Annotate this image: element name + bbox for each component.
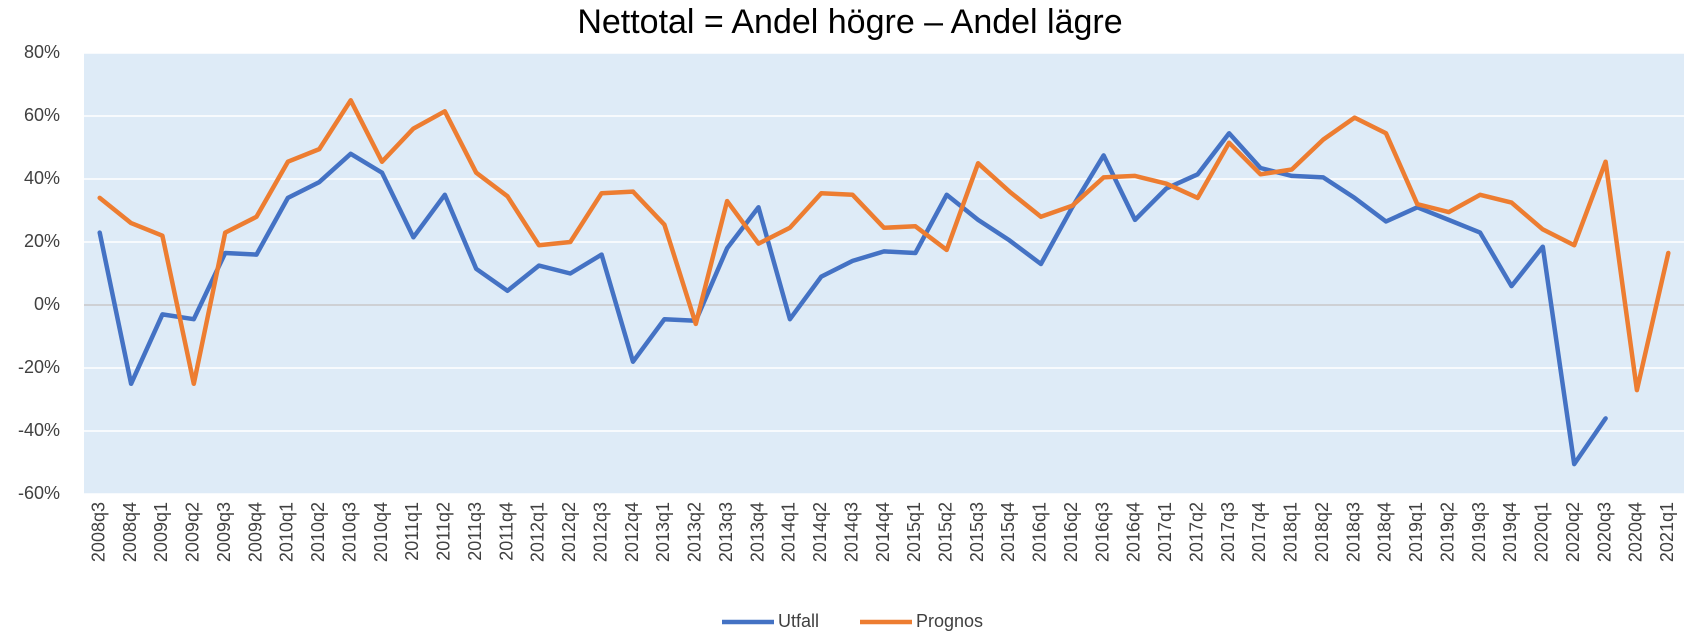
x-tick-label: 2012q3 (590, 502, 610, 562)
x-tick-label: 2012q2 (559, 502, 579, 562)
legend-label: Utfall (778, 611, 819, 631)
x-tick-label: 2019q2 (1437, 502, 1457, 562)
x-tick-label: 2015q1 (904, 502, 924, 562)
x-tick-label: 2014q4 (873, 502, 893, 562)
x-tick-label: 2014q3 (841, 502, 861, 562)
x-tick-label: 2013q2 (685, 502, 705, 562)
x-tick-label: 2010q2 (308, 502, 328, 562)
x-tick-label: 2020q2 (1563, 502, 1583, 562)
x-tick-label: 2013q3 (716, 502, 736, 562)
x-tick-label: 2008q3 (88, 502, 108, 562)
x-tick-label: 2010q4 (371, 502, 391, 562)
x-tick-label: 2020q4 (1626, 502, 1646, 562)
x-tick-label: 2020q1 (1532, 502, 1552, 562)
x-tick-label: 2016q1 (1030, 502, 1050, 562)
y-tick-label: -20% (18, 357, 60, 377)
y-tick-label: 60% (24, 105, 60, 125)
x-tick-label: 2010q3 (339, 502, 359, 562)
plot-area (84, 53, 1684, 494)
chart-title: Nettotal = Andel högre – Andel lägre (577, 3, 1122, 41)
x-tick-label: 2019q4 (1500, 502, 1520, 562)
y-tick-label: 40% (24, 168, 60, 188)
series-line (97, 98, 1671, 393)
x-tick-label: 2019q3 (1469, 502, 1489, 562)
legend-label: Prognos (916, 611, 983, 631)
x-tick-label: 2017q2 (1186, 502, 1206, 562)
x-tick-label: 2009q4 (245, 502, 265, 562)
x-tick-label: 2012q1 (528, 502, 548, 562)
x-tick-label: 2011q2 (434, 502, 454, 561)
x-tick-label: 2015q3 (967, 502, 987, 562)
x-tick-label: 2018q4 (1375, 502, 1395, 562)
x-tick-label: 2011q1 (402, 502, 422, 561)
x-tick-label: 2012q4 (622, 502, 642, 562)
x-tick-label: 2021q1 (1657, 502, 1677, 562)
x-tick-label: 2016q4 (1124, 502, 1144, 562)
x-tick-label: 2017q1 (1155, 502, 1175, 562)
x-tick-label: 2018q1 (1281, 502, 1301, 562)
x-tick-label: 2009q1 (151, 502, 171, 562)
x-tick-label: 2009q2 (183, 502, 203, 562)
series-line (97, 131, 1608, 467)
x-tick-label: 2013q4 (747, 502, 767, 562)
y-tick-label: -40% (18, 420, 60, 440)
y-tick-label: -60% (18, 483, 60, 503)
x-tick-label: 2017q4 (1249, 502, 1269, 562)
x-tick-label: 2010q1 (277, 502, 297, 562)
x-tick-label: 2009q3 (214, 502, 234, 562)
x-tick-label: 2016q2 (1061, 502, 1081, 562)
x-tick-label: 2011q3 (465, 502, 485, 561)
x-tick-label: 2008q4 (120, 502, 140, 562)
x-tick-label: 2017q3 (1218, 502, 1238, 562)
x-tick-label: 2019q1 (1406, 502, 1426, 562)
x-tick-label: 2013q1 (653, 502, 673, 562)
x-tick-label: 2014q1 (779, 502, 799, 562)
x-tick-label: 2018q2 (1312, 502, 1332, 562)
x-tick-label: 2014q2 (810, 502, 830, 562)
x-tick-label: 2020q3 (1594, 502, 1614, 562)
y-tick-label: 80% (24, 42, 60, 62)
x-tick-label: 2016q3 (1092, 502, 1112, 562)
y-tick-label: 0% (34, 294, 60, 314)
x-tick-label: 2015q2 (935, 502, 955, 562)
x-tick-label: 2011q4 (496, 502, 516, 561)
y-tick-label: 20% (24, 231, 60, 251)
x-tick-label: 2015q4 (998, 502, 1018, 562)
x-tick-label: 2018q3 (1343, 502, 1363, 562)
